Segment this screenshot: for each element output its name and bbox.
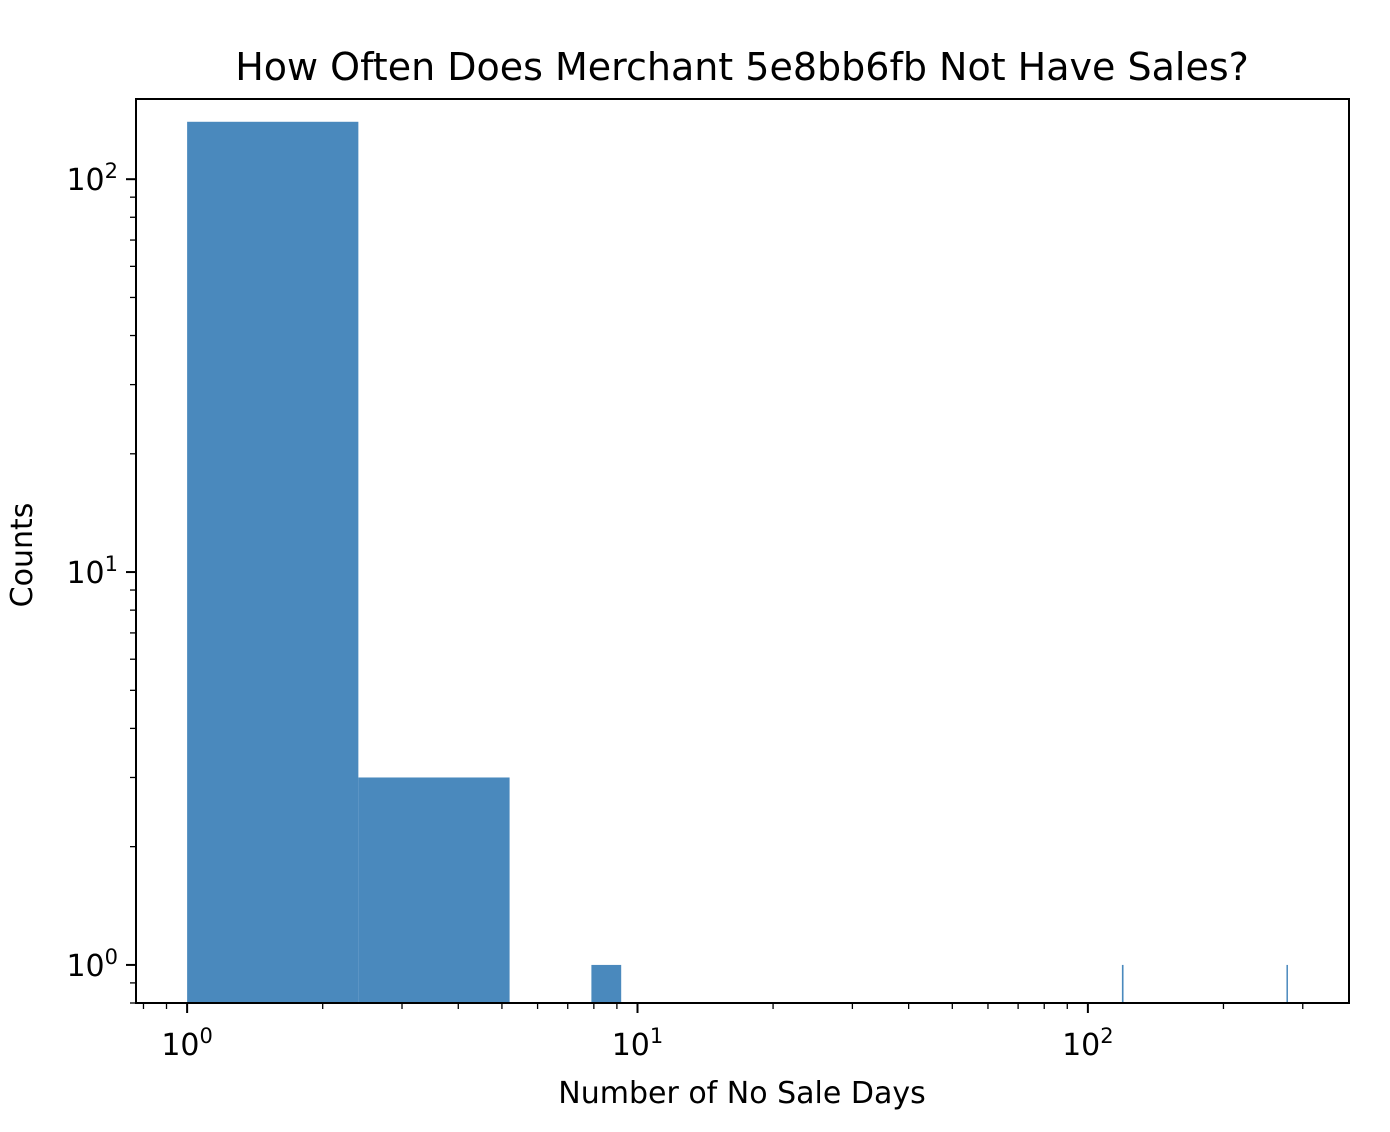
y-tick-label: 102 [66,159,118,198]
y-axis-ticks: 100 101 102 [66,159,136,1004]
plot-area-frame [135,98,1350,1004]
y-tick-label: 101 [66,552,118,591]
bars-group [187,121,1288,1004]
histogram-bar-4 [1286,964,1288,1003]
x-axis-label: Number of No Sale Days [558,1076,925,1111]
histogram-bar-1 [358,777,510,1003]
y-tick-label: 100 [66,945,118,984]
x-tick-label: 100 [161,1024,213,1063]
x-axis-ticks: 100 101 102 [142,1003,1304,1063]
histogram-bar-2 [591,964,622,1003]
histogram-bar-0 [187,121,359,1004]
x-tick-label: 102 [1062,1024,1114,1063]
chart-title: How Often Does Merchant 5e8bb6fb Not Hav… [235,45,1249,89]
histogram-bar-3 [1121,964,1124,1003]
y-axis-label: Counts [5,503,40,608]
x-tick-label: 101 [612,1024,664,1063]
